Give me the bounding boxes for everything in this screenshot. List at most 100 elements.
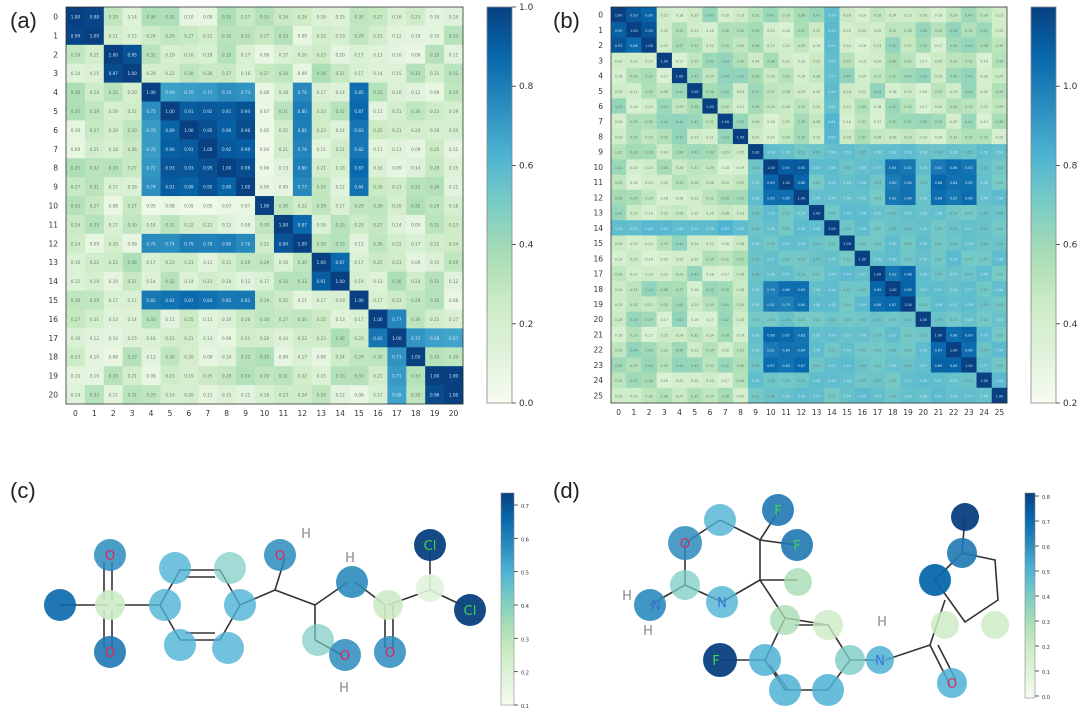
heatmap-cell bbox=[717, 52, 734, 69]
heatmap-cell-value: 0.23 bbox=[706, 242, 714, 246]
heatmap-cell bbox=[930, 189, 947, 206]
heatmap-cell-value: 0.26 bbox=[128, 147, 138, 152]
heatmap-cell-value: 0.19 bbox=[90, 279, 100, 284]
heatmap-cell-value: 0.21 bbox=[203, 33, 213, 38]
heatmap-cell-value: 0.09 bbox=[411, 260, 421, 265]
heatmap-cell-value: 0.29 bbox=[90, 109, 100, 114]
heatmap-cell-value: 0.32 bbox=[661, 303, 669, 307]
heatmap-cell bbox=[732, 52, 749, 69]
heatmap-cell bbox=[732, 326, 749, 343]
heatmap-cell-value: 0.91 bbox=[184, 109, 194, 114]
heatmap-cell-value: 0.52 bbox=[798, 151, 806, 155]
heatmap-cell-value: 0.54 bbox=[843, 166, 851, 170]
heatmap-cell-value: 0.80 bbox=[298, 166, 308, 171]
heatmap-cell bbox=[311, 101, 332, 121]
heatmap-cell bbox=[885, 83, 901, 99]
heatmap-cell-value: 0.30 bbox=[165, 355, 175, 360]
heatmap-cell-value: 0.30 bbox=[298, 317, 308, 322]
heatmap-cell bbox=[946, 189, 962, 206]
heatmap-cell bbox=[179, 139, 199, 159]
heatmap-cell-value: 0.57 bbox=[813, 394, 821, 398]
heatmap-cell bbox=[991, 311, 1008, 328]
heatmap-cell-value: 0.18 bbox=[615, 75, 623, 79]
heatmap-cell bbox=[778, 311, 795, 328]
heatmap-cell bbox=[854, 37, 871, 54]
heatmap-cell-value: 0.30 bbox=[615, 379, 623, 383]
x-tick-label: 24 bbox=[979, 408, 989, 417]
heatmap-cell bbox=[198, 158, 218, 178]
heatmap-cell-value: 0.87 bbox=[184, 298, 194, 303]
heatmap-cell bbox=[763, 159, 779, 175]
heatmap-cell-value: 1.00 bbox=[782, 181, 790, 185]
heatmap-cell-value: 0.20 bbox=[449, 128, 459, 133]
heatmap-cell-value: 1.00 bbox=[843, 242, 851, 246]
heatmap-cell bbox=[854, 67, 871, 84]
heatmap-cell bbox=[748, 22, 764, 38]
heatmap-cell-value: 0.23 bbox=[767, 44, 775, 48]
heatmap-cell-value: 0.30 bbox=[298, 260, 308, 265]
heatmap-cell bbox=[641, 22, 658, 38]
heatmap-cell-value: 0.32 bbox=[90, 166, 100, 171]
heatmap-cell bbox=[854, 113, 871, 130]
heatmap-cell bbox=[763, 311, 779, 328]
heatmap-cell-value: 0.56 bbox=[767, 227, 775, 231]
heatmap-cell bbox=[885, 37, 901, 54]
heatmap-cell-value: 0.55 bbox=[752, 181, 760, 185]
heatmap-cell bbox=[732, 144, 749, 160]
heatmap-cell bbox=[626, 22, 642, 38]
atom-label-c-6: H bbox=[339, 681, 349, 696]
heatmap-cell-value: 0.20 bbox=[843, 29, 851, 33]
heatmap-cell bbox=[626, 235, 642, 252]
heatmap-cell-value: 1.00 bbox=[411, 355, 421, 360]
heatmap-cell bbox=[915, 37, 932, 54]
heatmap-cell-value: 0.31 bbox=[691, 166, 699, 170]
heatmap-cell bbox=[255, 309, 275, 329]
heatmap-cell bbox=[900, 342, 917, 358]
heatmap-cell-value: 0.17 bbox=[721, 379, 729, 383]
heatmap-cell-value: 0.16 bbox=[645, 257, 653, 261]
heatmap-cell bbox=[824, 281, 840, 297]
heatmap-cell bbox=[141, 385, 161, 405]
heatmap-cell-value: 0.58 bbox=[889, 242, 897, 246]
heatmap-cell-value: 0.23 bbox=[737, 212, 745, 216]
heatmap-cell bbox=[626, 174, 642, 191]
heatmap-cell-value: 0.53 bbox=[798, 273, 806, 277]
heatmap-cell-value: 0.52 bbox=[813, 273, 821, 277]
heatmap-cell bbox=[702, 189, 719, 206]
heatmap-cell-value: 0.25 bbox=[691, 303, 699, 307]
heatmap-cell bbox=[930, 22, 947, 38]
heatmap-cell bbox=[406, 63, 426, 84]
heatmap-cell-value: 0.16 bbox=[919, 90, 927, 94]
heatmap-cell-value: 0.23 bbox=[645, 166, 653, 170]
x-tick-label: 19 bbox=[903, 408, 913, 417]
heatmap-cell bbox=[179, 214, 199, 235]
heatmap-cell-value: 0.33 bbox=[935, 29, 943, 33]
heatmap-cell-value: 0.24 bbox=[706, 212, 714, 216]
heatmap-cell-value: 0.23 bbox=[904, 14, 912, 18]
heatmap-cell bbox=[976, 159, 993, 175]
heatmap-cell bbox=[255, 385, 275, 405]
heatmap-cell bbox=[626, 281, 642, 297]
heatmap-cell-value: 0.53 bbox=[874, 333, 882, 337]
heatmap-cell bbox=[349, 366, 369, 386]
heatmap-cell-value: 0.27 bbox=[373, 222, 383, 227]
heatmap-cell-value: 0.21 bbox=[392, 185, 402, 190]
heatmap-cell bbox=[793, 281, 810, 297]
heatmap-cell-value: 0.57 bbox=[950, 303, 958, 307]
heatmap-cell bbox=[198, 82, 218, 102]
heatmap-cell bbox=[778, 159, 795, 175]
heatmap-cell bbox=[961, 37, 977, 54]
heatmap-cell-value: 1.00 bbox=[90, 33, 100, 38]
heatmap-cell-value: 0.56 bbox=[813, 333, 821, 337]
heatmap-cell-value: 0.28 bbox=[813, 75, 821, 79]
heatmap-cell-value: 0.14 bbox=[71, 393, 81, 398]
heatmap-cell-value: 0.18 bbox=[222, 279, 232, 284]
heatmap-cell bbox=[671, 128, 688, 145]
heatmap-cell-value: 0.32 bbox=[335, 109, 345, 114]
heatmap-cell-value: 0.58 bbox=[980, 273, 988, 277]
heatmap-cell-value: 1.00 bbox=[904, 303, 912, 307]
heatmap-cell-value: 0.22 bbox=[874, 59, 882, 63]
heatmap-cell-value: 0.07 bbox=[222, 204, 232, 209]
heatmap-cell-value: 0.52 bbox=[828, 242, 836, 246]
heatmap-cell-value: 0.55 bbox=[965, 151, 973, 155]
